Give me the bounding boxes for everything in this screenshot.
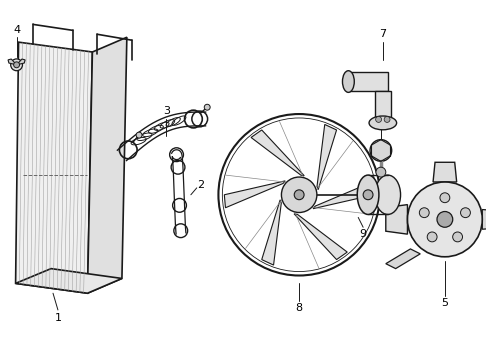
Circle shape [14,62,20,68]
Ellipse shape [357,175,379,215]
Text: 3: 3 [163,106,170,116]
Text: 1: 1 [54,313,61,323]
Text: 2: 2 [197,180,204,190]
Polygon shape [386,249,420,269]
Polygon shape [88,37,127,293]
Circle shape [376,167,386,177]
Text: 7: 7 [379,29,387,39]
Polygon shape [317,125,337,190]
Circle shape [419,208,429,217]
Ellipse shape [369,116,396,130]
Polygon shape [224,181,285,208]
Text: 5: 5 [441,298,448,308]
Circle shape [363,190,373,200]
Ellipse shape [375,175,400,215]
Polygon shape [348,72,388,91]
Text: 9: 9 [360,229,367,239]
Polygon shape [294,214,347,260]
Circle shape [376,117,382,122]
Polygon shape [433,162,457,182]
Ellipse shape [370,140,392,161]
Text: 8: 8 [295,303,303,313]
Polygon shape [251,130,304,176]
Polygon shape [16,269,122,293]
Text: 6: 6 [377,116,384,126]
Circle shape [461,208,470,217]
Polygon shape [313,182,374,209]
Circle shape [294,190,304,200]
Polygon shape [16,42,93,293]
Circle shape [408,182,482,257]
Circle shape [427,232,437,242]
Polygon shape [8,59,17,65]
Circle shape [11,59,23,71]
Circle shape [281,177,317,212]
Circle shape [384,117,390,122]
Circle shape [453,232,463,242]
Circle shape [204,104,210,110]
Circle shape [136,132,142,138]
Polygon shape [17,59,25,65]
Text: 4: 4 [13,25,20,35]
Circle shape [440,193,450,203]
Polygon shape [375,91,391,123]
Circle shape [437,212,453,227]
Polygon shape [262,200,281,265]
Polygon shape [386,204,408,234]
Polygon shape [482,210,490,229]
Ellipse shape [343,71,354,93]
